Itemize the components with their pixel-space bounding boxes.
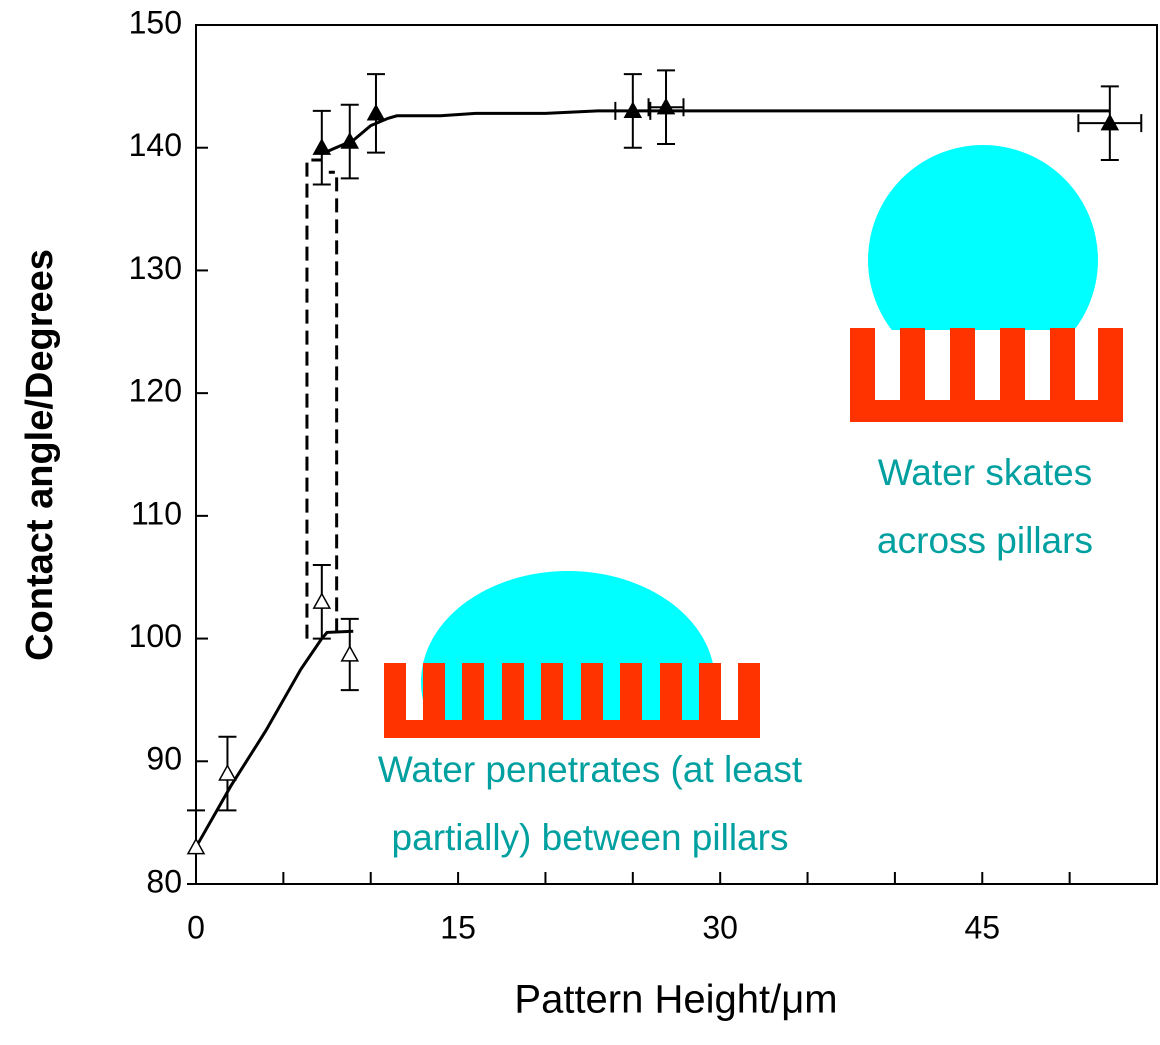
x-axis-label: Pattern Height/μm <box>514 978 837 1022</box>
data-point <box>314 140 330 154</box>
annotation: Water penetrates (at least <box>378 749 803 790</box>
annotation: across pillars <box>877 520 1093 561</box>
x-tick-label: 30 <box>702 909 738 945</box>
x-tick-label: 15 <box>440 909 476 945</box>
y-tick-label: 100 <box>129 618 182 654</box>
y-tick-label: 110 <box>131 495 182 531</box>
x-tick-label: 0 <box>187 909 205 945</box>
fit-line <box>196 631 353 847</box>
y-tick-label: 80 <box>146 863 182 899</box>
y-tick-label: 90 <box>146 741 182 777</box>
annotation: partially) between pillars <box>392 817 789 858</box>
data-point <box>188 839 204 853</box>
y-tick-label: 130 <box>129 250 182 286</box>
data-point <box>342 134 358 148</box>
data-point <box>314 594 330 608</box>
x-tick-label: 45 <box>964 909 1000 945</box>
y-tick-label: 120 <box>129 373 182 409</box>
chart: Water skates across pillars Water penetr… <box>0 0 1160 1045</box>
data-point <box>342 647 358 661</box>
illustration-cassie <box>850 145 1123 422</box>
data-point <box>219 766 235 780</box>
y-tick-label: 150 <box>129 4 182 40</box>
fit-line <box>307 160 322 639</box>
page: {"chart_data": {"type": "scatter", "xlab… <box>0 0 1160 1045</box>
y-axis-label: Contact angle/Degrees <box>19 249 61 661</box>
annotation: Water skates <box>878 452 1093 493</box>
data-point <box>368 105 384 119</box>
y-tick-label: 140 <box>129 127 182 163</box>
fit-line <box>329 172 337 632</box>
